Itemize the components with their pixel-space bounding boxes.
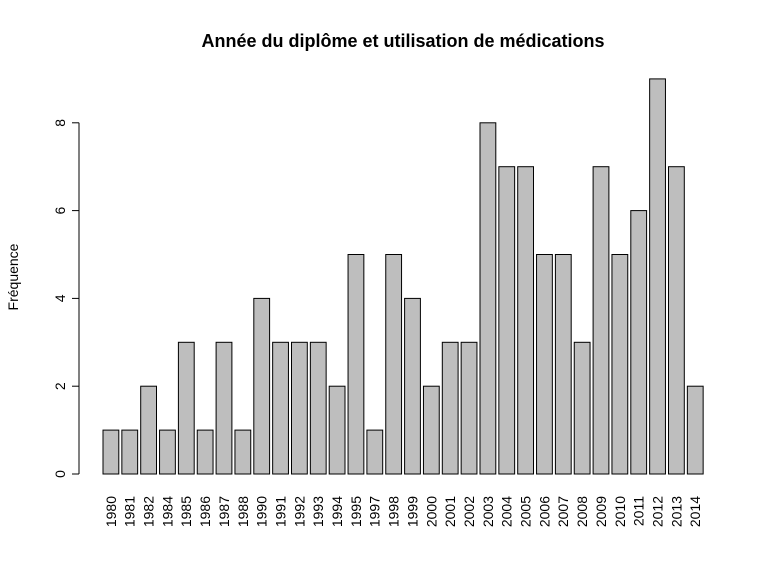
x-tick-label: 1984: [159, 496, 175, 527]
bar-2006: [536, 254, 553, 475]
bar-1988: [234, 429, 252, 475]
x-tick-label: 1990: [254, 496, 270, 527]
bar-2008: [573, 341, 591, 475]
x-tick-label: 2000: [423, 496, 439, 527]
bar-1999: [404, 297, 421, 475]
x-tick-label: 1986: [197, 496, 213, 527]
x-tick-label: 1998: [386, 496, 402, 527]
y-tick-label: 8: [52, 119, 68, 127]
bar-1985: [177, 341, 195, 475]
x-tick-label: 2011: [631, 496, 647, 526]
y-tick-label: 6: [52, 206, 68, 214]
x-tick-label: 1982: [141, 496, 157, 527]
x-tick-label: 2006: [536, 496, 552, 527]
x-tick-label: 1992: [291, 496, 307, 527]
x-tick-label: 2003: [480, 496, 496, 527]
x-tick-label: 2001: [442, 496, 458, 527]
x-tick-label: 2014: [687, 496, 703, 527]
bar-1992: [291, 341, 308, 475]
x-tick-label: 2002: [461, 496, 477, 527]
x-tick-label: 1999: [404, 496, 420, 527]
x-tick-label: 2005: [518, 496, 534, 527]
bar-2003: [479, 122, 497, 475]
bar-2012: [649, 78, 666, 475]
x-tick-label: 2004: [499, 496, 515, 527]
bar-1981: [121, 429, 139, 475]
x-tick-label: 1987: [216, 496, 232, 527]
x-tick-label: 2008: [574, 496, 590, 527]
bar-2001: [441, 341, 459, 475]
bars-group: [102, 78, 704, 475]
bar-2005: [517, 166, 535, 475]
x-tick-label: 2010: [612, 496, 628, 527]
x-axis-labels: 1980 1981 1982 1984 1985 1986 1987 1988 1990 1991…: [103, 496, 703, 527]
chart-title: Année du diplôme et utilisation de médic…: [201, 31, 604, 51]
x-tick-label: 1981: [122, 496, 138, 527]
x-tick-label: 1995: [348, 496, 364, 527]
bar-2004: [498, 166, 516, 475]
bar-1997: [366, 429, 384, 475]
bar-2000: [422, 385, 440, 475]
bar-1987: [215, 341, 233, 475]
x-tick-label: 2013: [668, 496, 684, 527]
x-tick-label: 1985: [178, 496, 194, 527]
y-tick-label: 0: [52, 470, 68, 478]
bar-1991: [272, 341, 289, 475]
bar-2009: [592, 166, 610, 475]
x-tick-label: 1980: [103, 496, 119, 527]
y-axis: 0 2 4 6 8: [52, 119, 80, 478]
x-tick-label: 1997: [367, 496, 383, 527]
bar-2007: [554, 254, 572, 475]
y-axis-label: Fréquence: [5, 243, 21, 310]
bar-1994: [328, 385, 346, 475]
bar-1986: [196, 429, 214, 475]
x-tick-label: 1988: [235, 496, 251, 527]
x-tick-label: 2012: [649, 496, 665, 527]
x-tick-label: 2009: [593, 496, 609, 527]
bar-1995: [347, 254, 365, 475]
bar-2010: [611, 254, 629, 475]
bar-2014: [686, 385, 704, 475]
bar-2013: [668, 166, 685, 475]
bar-1998: [385, 254, 403, 475]
x-tick-label: 1994: [329, 496, 345, 527]
bar-1990: [253, 297, 271, 475]
bar-1993: [309, 341, 327, 475]
y-tick-label: 2: [52, 382, 68, 390]
bar-1980: [102, 429, 120, 475]
bar-1982: [140, 385, 157, 475]
bar-2011: [630, 210, 648, 475]
bar-2002: [460, 341, 478, 475]
x-tick-label: 1993: [310, 496, 326, 527]
x-tick-label: 2007: [555, 496, 571, 527]
bar-1984: [159, 429, 176, 475]
y-tick-label: 4: [52, 294, 68, 302]
x-tick-label: 1991: [272, 496, 288, 527]
